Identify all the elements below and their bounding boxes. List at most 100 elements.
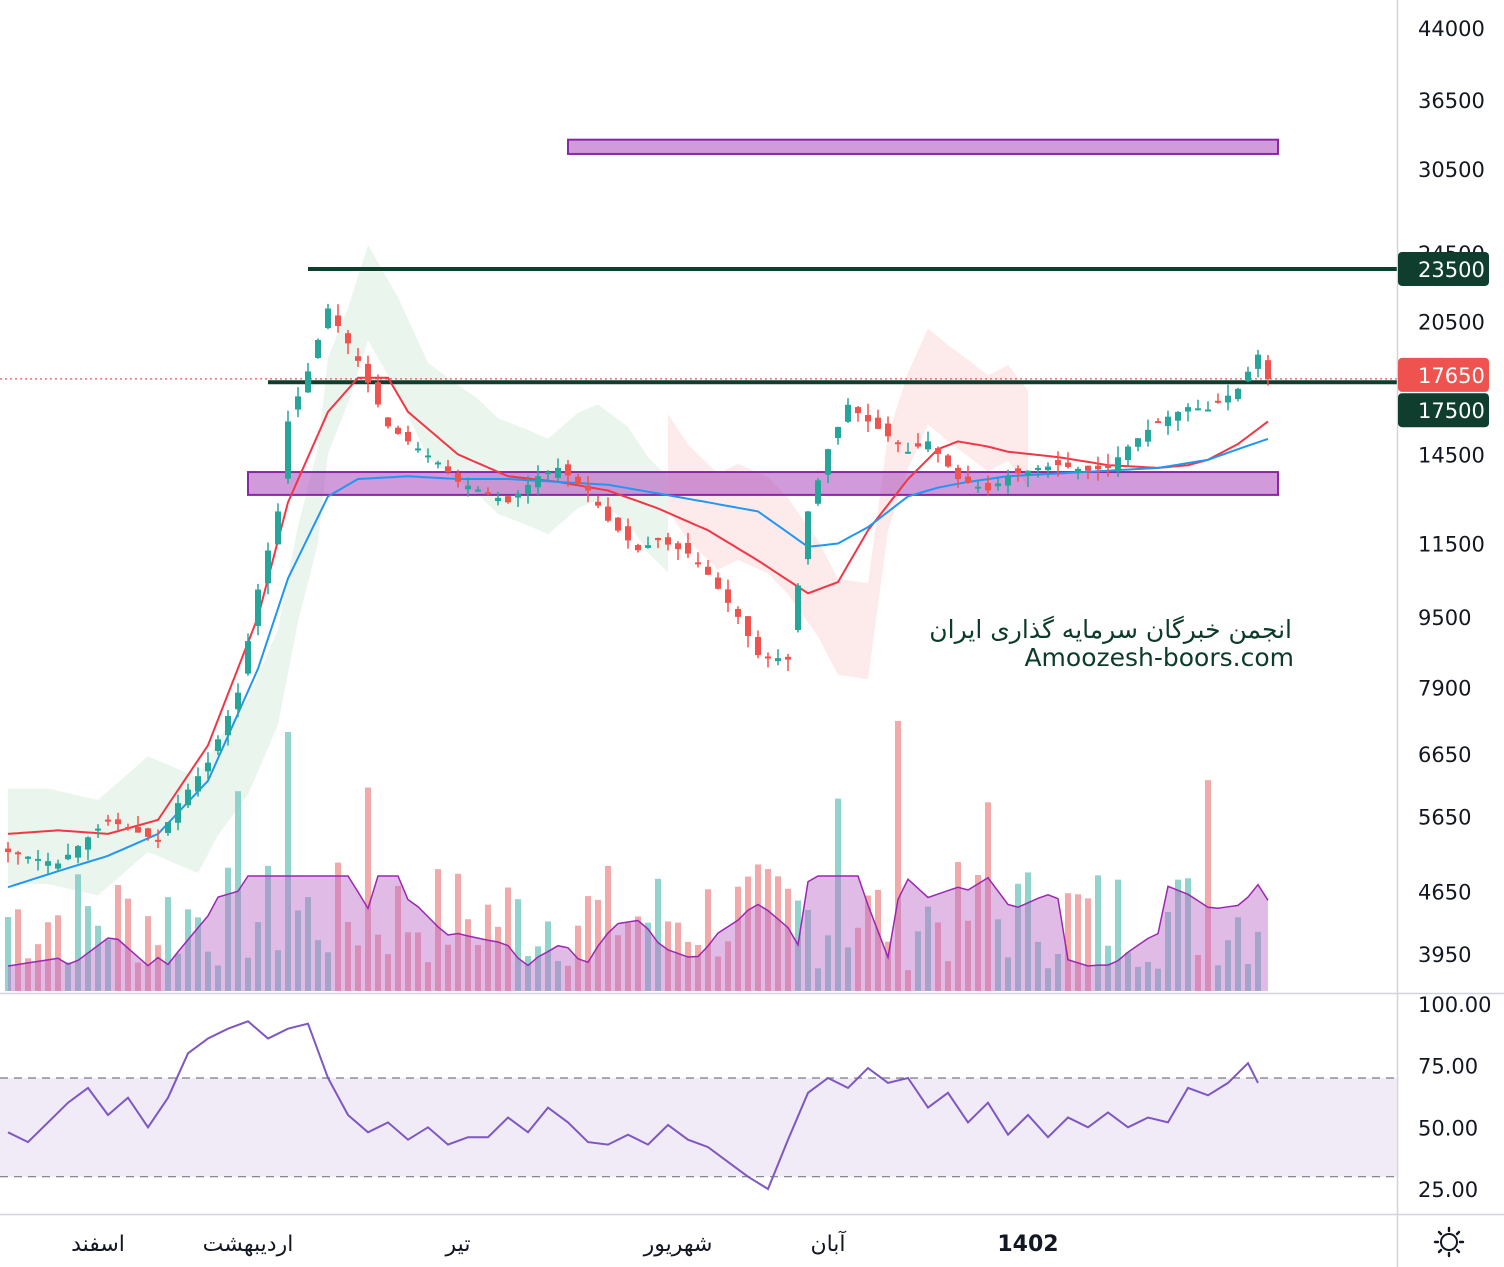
candle-body xyxy=(235,692,241,710)
volume-bar xyxy=(1095,875,1101,991)
candle-body xyxy=(875,417,881,429)
volume-bar xyxy=(325,952,331,991)
price-axis[interactable]: 4400036500305002450020500145001150095007… xyxy=(1418,17,1485,967)
candle-body xyxy=(445,466,451,473)
candle-body xyxy=(1005,476,1011,486)
volume-bar xyxy=(695,944,701,991)
volume-bar xyxy=(65,962,71,991)
horizontal-lines[interactable] xyxy=(0,266,1397,385)
volume-bar xyxy=(215,965,221,991)
volume-bar xyxy=(1195,954,1201,991)
volume-bar xyxy=(905,970,911,991)
volume-bar xyxy=(705,889,711,991)
volume-bar xyxy=(545,921,551,991)
volume-bar xyxy=(925,906,931,991)
volume-bar xyxy=(815,968,821,991)
volume-bar xyxy=(935,922,941,991)
candle-body xyxy=(685,542,691,554)
candle-body xyxy=(175,803,181,823)
volume-bar xyxy=(135,962,141,991)
candle-body xyxy=(965,476,971,483)
volume-bar xyxy=(415,932,421,991)
volume-bar xyxy=(95,925,101,991)
volume-bar xyxy=(435,869,441,991)
candle-body xyxy=(795,585,801,630)
volume-bar xyxy=(1065,893,1071,991)
price-tick-label: 30500 xyxy=(1418,158,1485,182)
zones[interactable] xyxy=(247,138,1279,496)
candle-body xyxy=(315,339,321,358)
candle-body xyxy=(785,656,791,660)
candle-body xyxy=(95,828,101,831)
candle-body xyxy=(595,501,601,506)
candle-body xyxy=(465,485,471,490)
candle-body xyxy=(75,846,81,858)
candle-body xyxy=(1015,468,1021,474)
volume-bar xyxy=(45,922,51,991)
candle-body xyxy=(435,462,441,465)
rsi-tick-label: 75.00 xyxy=(1418,1055,1478,1079)
gear-icon[interactable] xyxy=(1433,1226,1465,1258)
volume-bar xyxy=(75,874,81,991)
rsi-axis[interactable]: 100.00 75.00 50.00 25.00 xyxy=(1418,993,1491,1202)
volume-bar xyxy=(305,897,311,991)
volume-bar xyxy=(855,927,861,991)
volume-bar xyxy=(725,941,731,991)
volume-bar xyxy=(525,956,531,991)
volume-bar xyxy=(1015,883,1021,991)
volume-bar xyxy=(635,916,641,991)
candle-body xyxy=(645,545,651,548)
volume-bar xyxy=(875,889,881,991)
volume-bar xyxy=(245,957,251,991)
volume-bar xyxy=(335,862,341,991)
volume-bar xyxy=(155,945,161,991)
volume-bar xyxy=(995,919,1001,991)
volume-bar xyxy=(965,920,971,991)
volume-bar xyxy=(1155,968,1161,991)
time-tick-label: آبان xyxy=(810,1230,846,1257)
candle-body xyxy=(605,506,611,521)
time-axis[interactable]: اسفند اردیبهشت تیر شهریور آبان 1402 xyxy=(71,1230,1059,1257)
rsi-band xyxy=(0,1078,1397,1177)
candle-body xyxy=(345,333,351,344)
candle-body xyxy=(855,407,861,414)
candle-body xyxy=(1265,360,1271,379)
candle-body xyxy=(715,577,721,589)
rsi-tick-label: 25.00 xyxy=(1418,1178,1478,1202)
time-tick-label: تیر xyxy=(445,1232,471,1257)
candle-body xyxy=(5,848,11,853)
volume-bar xyxy=(865,895,871,991)
candle-body xyxy=(1175,411,1181,421)
price-tick-label: 36500 xyxy=(1418,89,1485,113)
candle-body xyxy=(655,537,661,541)
volume-bar xyxy=(765,869,771,991)
candle-body xyxy=(115,819,121,825)
candle-body xyxy=(555,467,561,478)
price-tick-label: 7900 xyxy=(1418,677,1471,701)
candle-body xyxy=(1245,371,1251,382)
volume-bar xyxy=(85,906,91,991)
volume-bar xyxy=(55,915,61,991)
zone-rect-2 xyxy=(247,471,1279,496)
candle-body xyxy=(1045,466,1051,471)
volume-bar xyxy=(985,802,991,991)
volume-bar xyxy=(655,878,661,991)
volume-bar xyxy=(365,787,371,991)
volume-bar xyxy=(825,935,831,991)
candle-body xyxy=(415,448,421,451)
volume-bar xyxy=(1075,894,1081,991)
candle-body xyxy=(335,315,341,326)
volume-bar xyxy=(1235,917,1241,991)
candle-body xyxy=(935,448,941,454)
watermark-line2: Amoozesh-boors.com xyxy=(1024,643,1294,672)
candle-body xyxy=(35,858,41,861)
volume-bar xyxy=(1055,954,1061,991)
candle-body xyxy=(1235,388,1241,400)
time-tick-label: شهریور xyxy=(643,1232,713,1257)
candle-body xyxy=(705,566,711,575)
volume-bar xyxy=(15,909,21,991)
candle-body xyxy=(695,562,701,565)
volume-bar xyxy=(35,944,41,991)
candle-body xyxy=(525,484,531,494)
